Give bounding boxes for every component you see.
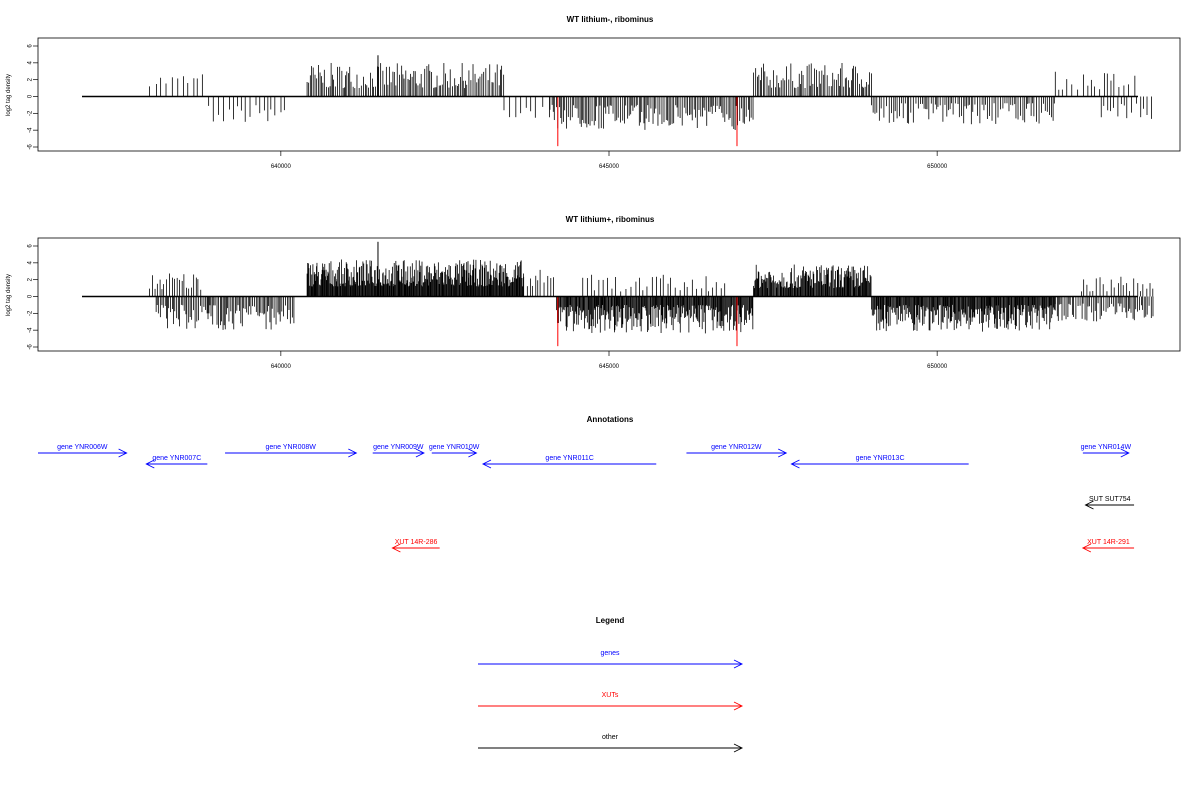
legend-label: other	[602, 734, 619, 741]
plot-frame	[37, 237, 1181, 352]
feature-arrow-head	[415, 448, 425, 458]
annotation-feature: gene YNR014W	[1081, 444, 1132, 458]
feature-label: gene YNR012W	[711, 444, 762, 451]
feature-label: XUT 14R-291	[1087, 539, 1130, 546]
y-tick-label: -2	[28, 310, 34, 316]
feature-label: gene YNR008W	[265, 444, 316, 451]
y-axis-label: log2 tag density	[6, 74, 12, 116]
panel-title: WT lithium+, ribominus	[566, 215, 655, 224]
x-axis: 640000 645000 650000	[271, 351, 948, 370]
legend-arrow-head	[733, 701, 744, 711]
y-tick-label: 2	[28, 77, 34, 81]
y-tick-label: -6	[28, 144, 34, 150]
annotation-feature: gene YNR009W	[372, 444, 425, 458]
y-tick-label: -6	[28, 344, 34, 350]
legend-arrow-head	[733, 743, 744, 753]
feature-arrow-head	[468, 448, 478, 458]
feature-arrow-head	[145, 459, 155, 469]
legend-label: XUTs	[602, 692, 619, 699]
y-axis: 6 4 2 0 -2 -4 -6	[28, 244, 38, 350]
feature-arrow-head	[790, 459, 800, 469]
legend-entry: genes	[478, 650, 744, 669]
legend-entry: XUTs	[478, 692, 744, 711]
annotation-feature: gene YNR008W	[225, 444, 358, 458]
feature-label: gene YNR011C	[545, 455, 593, 462]
x-tick-label: 645000	[599, 164, 620, 170]
feature-label: gene YNR009W	[373, 444, 424, 451]
y-axis-label: log2 tag density	[6, 274, 12, 316]
y-tick-label: -4	[28, 127, 34, 133]
x-tick-label: 640000	[271, 164, 292, 170]
y-tick-label: -2	[28, 110, 34, 116]
feature-arrow-head	[118, 448, 128, 458]
feature-arrow-head	[481, 459, 492, 469]
annotation-feature: gene YNR006W	[38, 444, 128, 458]
feature-arrow-head	[1081, 543, 1092, 553]
plot-frame	[37, 37, 1181, 152]
feature-label: gene YNR013C	[856, 455, 905, 462]
annotation-feature: gene YNR007C	[145, 455, 208, 469]
legend-label: genes	[600, 650, 620, 657]
x-tick-label: 650000	[927, 164, 948, 170]
legend: Legend genes XUTs other	[478, 616, 744, 753]
annotation-feature: SUT SUT754	[1084, 496, 1135, 510]
legend-arrow-head	[733, 659, 744, 669]
feature-label: gene YNR006W	[57, 444, 108, 451]
feature-label: XUT 14R-286	[395, 539, 438, 546]
y-tick-label: 6	[28, 44, 34, 48]
density-bars	[149, 241, 1154, 347]
feature-arrow-head	[391, 543, 401, 553]
feature-label: SUT SUT754	[1089, 496, 1131, 503]
y-tick-label: 6	[28, 244, 34, 248]
annotation-features: gene YNR006W gene YNR007C gene YNR008W gene…	[38, 444, 1135, 553]
feature-label: gene YNR010W	[429, 444, 480, 451]
y-tick-label: -4	[28, 327, 34, 333]
feature-arrow-head	[348, 448, 358, 458]
feature-arrow-head	[1084, 500, 1094, 510]
y-tick-label: 0	[28, 294, 34, 298]
annotation-feature: gene YNR012W	[686, 444, 788, 458]
annotation-feature: XUT 14R-286	[391, 539, 440, 553]
panel-title: WT lithium-, ribominus	[567, 15, 654, 24]
feature-arrow-head	[778, 448, 788, 458]
x-axis: 640000 645000 650000	[271, 151, 948, 170]
x-tick-label: 645000	[599, 364, 620, 370]
annotation-feature: XUT 14R-291	[1081, 539, 1135, 553]
x-tick-label: 640000	[271, 364, 292, 370]
legend-entries: genes XUTs other	[478, 650, 744, 753]
y-tick-label: 4	[28, 261, 34, 265]
feature-label: gene YNR014W	[1081, 444, 1132, 451]
feature-arrow-head	[1120, 448, 1130, 458]
track-panel-lithium-plus: WT lithium+, ribominus log2 tag density …	[6, 215, 1181, 370]
feature-label: gene YNR007C	[152, 455, 201, 462]
y-tick-label: 2	[28, 277, 34, 281]
legend-entry: other	[478, 734, 744, 753]
annotations-title: Annotations	[587, 415, 634, 424]
legend-title: Legend	[596, 616, 625, 625]
annotation-feature: gene YNR013C	[790, 455, 969, 469]
annotation-feature: gene YNR010W	[429, 444, 480, 458]
y-axis: 6 4 2 0 -2 -4 -6	[28, 44, 38, 150]
y-tick-label: 0	[28, 94, 34, 98]
annotation-feature: gene YNR011C	[481, 455, 657, 469]
track-panel-lithium-minus: WT lithium-, ribominus log2 tag density …	[6, 15, 1181, 170]
x-tick-label: 650000	[927, 364, 948, 370]
y-tick-label: 4	[28, 61, 34, 65]
density-bars	[149, 55, 1152, 147]
